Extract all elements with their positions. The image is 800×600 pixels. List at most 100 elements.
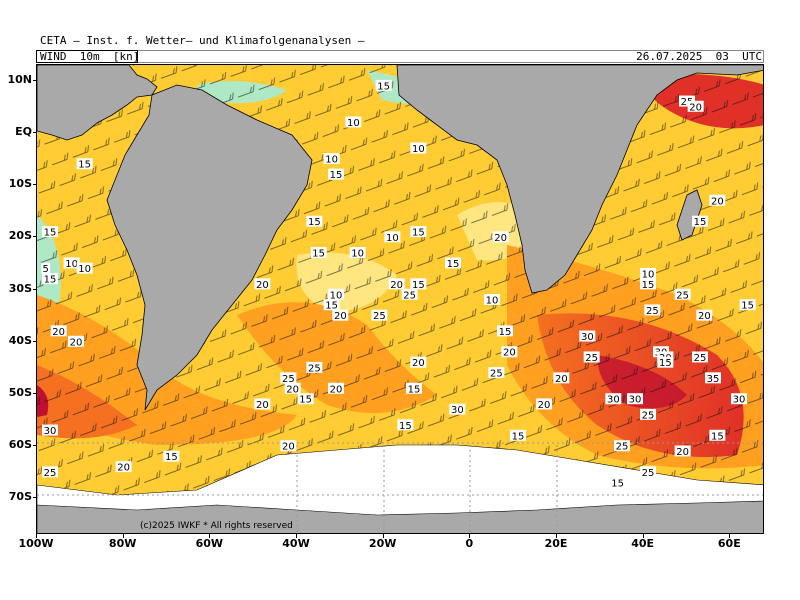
speed-label-bg (692, 215, 708, 227)
lat-tick (33, 79, 37, 81)
speed-label-bg (739, 299, 756, 311)
speed-label: 10 (330, 290, 343, 301)
lon-label: 20E (544, 537, 568, 550)
speed-label: 20 (503, 348, 516, 359)
speed-label-bg (410, 226, 427, 238)
lon-tick (729, 534, 731, 538)
speed-label: 15 (312, 249, 325, 260)
speed-label: 25 (676, 290, 689, 301)
speed-label: 15 (694, 217, 707, 228)
speed-label-bg (640, 267, 656, 279)
speed-label-bg (553, 372, 570, 384)
lat-tick (33, 288, 37, 290)
speed-label: 15 (44, 275, 57, 286)
speed-label: 15 (325, 301, 338, 312)
speed-label: 10 (347, 118, 360, 129)
speed-label: 25 (585, 353, 598, 364)
speed-label-bg (306, 215, 323, 227)
speed-label: 20 (52, 327, 65, 338)
lon-tick (556, 534, 557, 538)
lon-tick (122, 534, 124, 538)
speed-label-bg (696, 309, 713, 321)
lon-tick (209, 534, 211, 538)
speed-label: 10 (486, 296, 499, 307)
land-masses (37, 65, 763, 533)
speed-label-bg (627, 393, 643, 405)
speed-label-bg (349, 247, 366, 258)
speed-label-bg (501, 346, 518, 358)
lat-label: 10N (7, 72, 32, 86)
speed-label-bg (323, 299, 340, 311)
speed-label: 30 (629, 395, 642, 406)
speed-label-bg (163, 450, 180, 462)
speed-label-bg (332, 309, 349, 321)
lon-tick (36, 534, 37, 538)
speed-label-bg (410, 142, 427, 154)
speed-label: 15 (308, 217, 321, 228)
speed-label-bg (280, 372, 297, 384)
lon-label: 60E (717, 537, 741, 550)
speed-label-bg (328, 288, 344, 300)
speed-label-bg (640, 466, 656, 478)
speed-label-bg (609, 476, 626, 488)
speed-label-bg (254, 398, 271, 410)
speed-label: 5 (42, 264, 48, 275)
speed-label-bg (76, 262, 93, 274)
speed-label-bg (605, 393, 622, 405)
lon-label: 80W (108, 537, 137, 550)
lat-tick (33, 184, 37, 186)
speed-label: 10 (78, 264, 91, 275)
speed-label-bg (445, 257, 461, 269)
speed-label-bg (536, 398, 552, 410)
speed-label-bg (640, 278, 656, 290)
speed-label-bg (76, 158, 93, 170)
speed-label-bg (449, 403, 466, 415)
speed-label: 25 (642, 468, 655, 479)
speed-label-bg (709, 194, 726, 206)
speed-label-bg (674, 288, 691, 300)
speed-label: 20 (282, 442, 295, 453)
lat-label: 70S (8, 490, 32, 504)
speed-label-bg (397, 419, 414, 431)
speed-label: 20 (494, 233, 507, 244)
speed-label: 25 (373, 311, 386, 322)
speed-label: 30 (733, 395, 746, 406)
speed-label: 35 (707, 374, 720, 385)
lat-tick (33, 393, 37, 394)
speed-label: 20 (538, 400, 551, 411)
speed-label-bg (42, 466, 58, 478)
speed-label-bg (345, 116, 362, 128)
speed-label-bg (310, 247, 327, 258)
speed-label-bg (50, 325, 67, 337)
speed-label-bg (510, 429, 526, 441)
lon-label: 40W (282, 537, 310, 550)
speed-label-bg (254, 278, 271, 290)
speed-label: 15 (330, 170, 343, 181)
speed-label-bg (375, 79, 392, 91)
speed-label: 20 (711, 196, 724, 207)
speed-label: 10 (642, 269, 655, 280)
speed-label-bg (579, 330, 596, 342)
speed-label-bg (284, 382, 301, 394)
speed-label: 15 (499, 327, 512, 338)
speed-label-bg (63, 257, 80, 269)
copyright-notice: (c)2025 IWKF * All rights reserved (140, 521, 293, 531)
speed-label-bg (42, 424, 58, 436)
speed-label-bg (583, 351, 600, 363)
speed-label-bg (388, 278, 405, 290)
speed-label: 15 (711, 431, 724, 442)
speed-label-bg (692, 351, 708, 363)
lon-tick (469, 534, 471, 538)
lat-tick (33, 236, 37, 238)
speed-label-bg (497, 325, 513, 337)
speed-label-bg (644, 304, 661, 316)
speed-label: 25 (642, 410, 655, 421)
speed-label: 15 (741, 301, 754, 312)
speed-label: 10 (325, 155, 338, 166)
speed-label-bg (657, 356, 674, 368)
speed-label: 15 (44, 228, 57, 239)
field-label: WIND 10m [kn] (40, 50, 140, 63)
speed-label: 25 (490, 369, 503, 380)
south-america (106, 84, 313, 411)
speed-label: 25 (646, 306, 659, 317)
